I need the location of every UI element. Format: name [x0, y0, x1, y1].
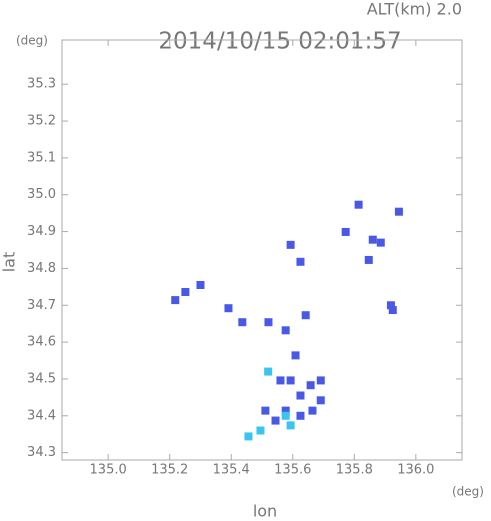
y-tick-label: 34.6 — [27, 335, 56, 350]
echo-cell — [368, 235, 377, 244]
x-tick-label: 135.0 — [90, 463, 127, 478]
echo-cell — [264, 318, 273, 327]
echo-cell — [296, 391, 305, 400]
y-tick-label: 34.7 — [27, 298, 56, 313]
echo-cell — [306, 381, 315, 390]
echo-cell — [264, 367, 273, 376]
echo-cell — [394, 207, 403, 216]
echo-cell — [386, 301, 395, 310]
y-tick-label: 35.2 — [27, 114, 56, 129]
x-tick-label: 135.2 — [151, 463, 188, 478]
x-tick-label: 135.4 — [213, 463, 250, 478]
y-tick-label: 35.1 — [27, 150, 56, 165]
y-tick-label: 34.5 — [27, 371, 56, 386]
echo-cell — [224, 304, 233, 313]
chart-title: 2014/10/15 02:01:57 — [158, 29, 401, 55]
y-axis-label: lat — [0, 252, 19, 273]
x-tick-label: 135.8 — [336, 463, 373, 478]
y-tick-label: 34.8 — [27, 261, 56, 276]
y-tick-label: 34.4 — [27, 408, 56, 423]
x-unit: (deg) — [452, 485, 484, 499]
echo-cell — [238, 318, 247, 327]
echo-cell — [316, 376, 325, 385]
echo-cell — [301, 311, 310, 320]
echo-cell — [256, 426, 265, 435]
echo-cell — [286, 421, 295, 430]
y-unit: (deg) — [16, 34, 48, 48]
y-tick-label: 35.3 — [27, 77, 56, 92]
y-tick-label: 34.3 — [27, 445, 56, 460]
echo-cell — [364, 255, 373, 264]
echo-cell — [244, 432, 253, 441]
echo-cell — [171, 296, 180, 305]
echo-cell — [296, 257, 305, 266]
echo-cell — [281, 326, 290, 335]
echo-cell — [296, 411, 305, 420]
echo-cell — [271, 416, 280, 425]
echo-cell — [286, 376, 295, 385]
echo-cell — [308, 406, 317, 415]
x-tick-label: 135.6 — [274, 463, 311, 478]
x-tick-label: 136.0 — [397, 463, 434, 478]
echo-cell — [181, 288, 190, 296]
echo-cell — [286, 240, 295, 249]
echo-cell — [316, 396, 325, 405]
echo-cell — [281, 411, 290, 420]
echo-cell — [388, 306, 397, 315]
x-axis-label: lon — [253, 502, 277, 521]
y-tick-label: 35.0 — [27, 187, 56, 202]
plot-frame — [61, 39, 463, 461]
altitude-label: ALT(km) 2.0 — [367, 0, 462, 19]
echo-cell — [281, 406, 290, 415]
echo-cell — [196, 281, 205, 289]
echo-cell — [354, 200, 363, 209]
echo-cell — [341, 227, 350, 236]
echo-cell — [276, 376, 285, 385]
echo-cell — [376, 238, 385, 247]
echo-cell — [261, 406, 270, 415]
y-tick-label: 34.9 — [27, 224, 56, 239]
echo-cell — [291, 351, 300, 360]
